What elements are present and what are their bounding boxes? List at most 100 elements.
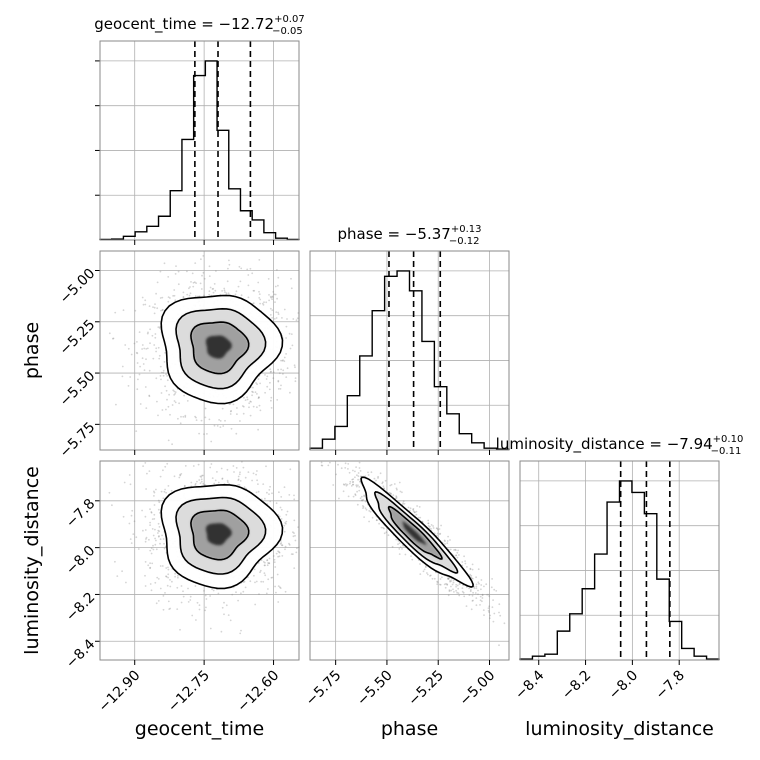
scatter-point [498,603,501,606]
scatter-point [211,288,214,290]
scatter-point [285,522,287,525]
scatter-point [156,281,159,284]
scatter-point [168,608,171,610]
scatter-point [200,419,203,422]
scatter-point [114,311,117,314]
y-tick-label: −8.2 [63,589,98,624]
scatter-point [279,388,282,390]
scatter-point [227,614,230,616]
scatter-point [396,488,398,491]
scatter-point [295,551,298,554]
scatter-point [404,553,407,556]
scatter-point [221,478,224,480]
x-tick-label: −5.25 [405,668,447,710]
scatter-point [130,542,133,544]
scatter-point [398,553,401,555]
scatter-point [165,575,167,578]
scatter-point [338,497,340,500]
scatter-point [409,507,412,510]
scatter-point [487,607,490,609]
scatter-point [356,490,358,493]
scatter-point [195,282,198,284]
scatter-point [182,291,185,294]
scatter-point [239,280,242,283]
scatter-point [152,548,155,551]
scatter-point [271,317,273,319]
scatter-point [169,585,172,588]
panel-frame [99,250,300,451]
scatter-point [342,483,345,486]
scatter-point [108,491,111,494]
scatter-point [138,373,141,376]
scatter-point [248,402,251,405]
scatter-point [291,344,294,347]
scatter-point [237,484,240,486]
scatter-point [135,351,138,354]
scatter-point [414,511,416,514]
scatter-point [284,548,286,551]
scatter-point [270,296,272,299]
y-axis-label-phase: phase [21,322,43,379]
scatter-point [279,587,282,589]
scatter-point [470,577,473,580]
scatter-point [154,528,156,531]
scatter-point [153,513,156,516]
scatter-point [237,478,240,481]
scatter-point [410,555,412,557]
scatter-point [154,333,157,335]
scatter-point [281,544,284,547]
scatter-point [360,499,363,502]
scatter-point [262,580,265,583]
scatter-point [255,580,258,583]
scatter-point [395,538,398,541]
scatter-point [246,398,249,401]
scatter-point [256,393,258,395]
scatter-point [234,293,237,296]
scatter-point [243,580,246,583]
scatter-point [145,538,147,540]
scatter-point [148,305,151,307]
scatter-point [286,510,289,513]
scatter-point [268,562,270,564]
scatter-point [438,583,441,586]
scatter-point [276,399,279,401]
scatter-point [121,570,123,573]
scatter-point [252,289,255,292]
scatter-point [160,392,163,394]
scatter-point [358,461,361,464]
scatter-point [477,593,479,596]
scatter-point [144,386,147,388]
scatter-point [452,579,455,582]
scatter-point [151,528,154,530]
scatter-point [271,298,273,301]
scatter-point [425,565,427,567]
scatter-point [356,503,359,506]
scatter-point [127,385,130,387]
scatter-point [274,566,277,568]
scatter-point [180,585,183,587]
scatter-point [167,600,170,603]
scatter-point [278,551,281,554]
scatter-point [364,500,367,503]
scatter-point [391,545,394,548]
scatter-point [217,592,220,595]
scatter-point [252,302,255,304]
scatter-point [165,491,168,494]
scatter-point [455,554,457,557]
scatter-point [292,318,295,320]
scatter-point [258,396,260,399]
scatter-point [148,470,151,472]
scatter-point [248,406,250,409]
scatter-point [473,587,476,590]
scatter-point [239,480,242,482]
scatter-point [455,549,457,551]
scatter-point [187,601,190,603]
scatter-point [240,592,242,595]
scatter-point [363,495,366,498]
scatter-point [152,357,155,360]
scatter-point [162,608,165,611]
scatter-point [265,592,268,595]
scatter-point [385,531,388,534]
scatter-point [488,595,491,598]
scatter-point [335,473,337,476]
